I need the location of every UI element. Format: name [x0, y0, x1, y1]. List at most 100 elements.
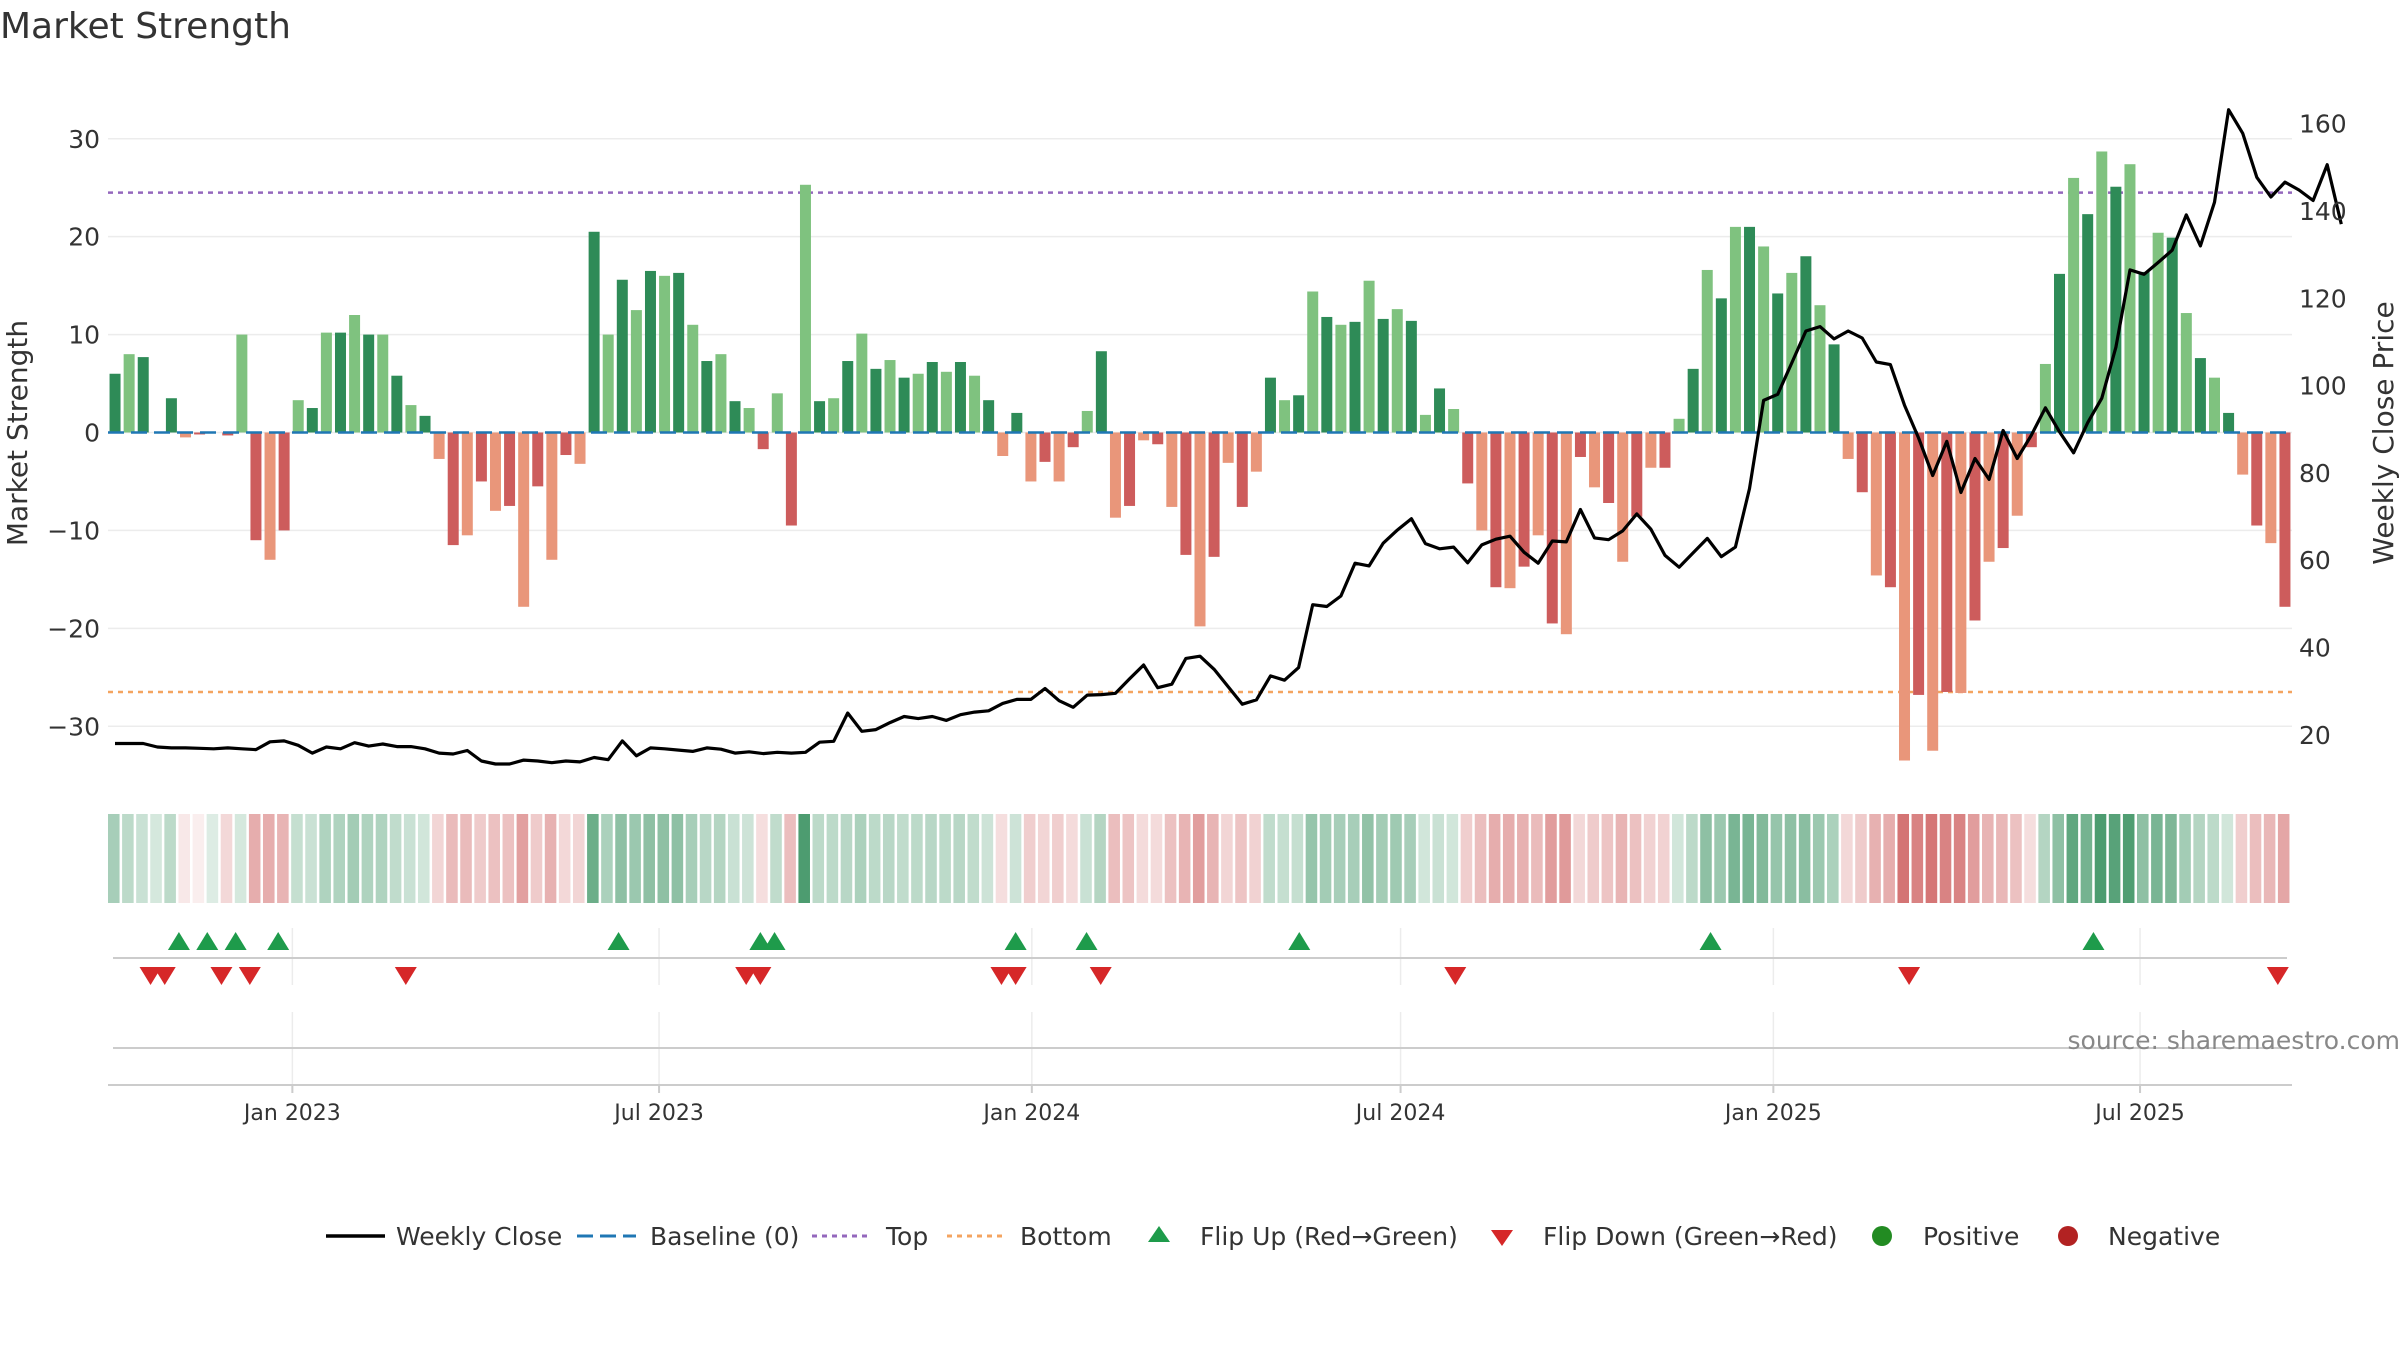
heat-cell	[150, 814, 162, 903]
strength-bar	[137, 357, 149, 433]
heat-cell	[2235, 814, 2248, 903]
strength-bar	[1109, 432, 1121, 518]
strength-bar	[954, 362, 966, 433]
heat-cell	[1517, 814, 1529, 903]
heat-cell	[516, 814, 529, 903]
strength-bar	[842, 361, 854, 433]
heat-cell	[333, 814, 345, 903]
heat-cell	[2080, 814, 2093, 903]
heat-cell	[291, 814, 303, 903]
strength-bar	[2082, 214, 2094, 433]
legend-flip-down-marker	[1491, 1230, 1513, 1246]
strength-bar	[1673, 418, 1685, 433]
heat-cell	[868, 814, 881, 903]
strength-bar	[1335, 324, 1347, 433]
strength-bar	[983, 400, 995, 433]
strength-bar	[884, 360, 896, 433]
strength-bar	[2265, 432, 2277, 544]
heat-cell	[432, 814, 444, 903]
y-tick-label: 30	[68, 125, 100, 154]
heat-cell	[403, 814, 416, 903]
strength-bar	[1969, 432, 1981, 621]
heat-cell	[1460, 814, 1473, 903]
heat-cell	[1953, 814, 1966, 903]
heat-cell	[1812, 814, 1825, 903]
strength-bar	[1011, 412, 1023, 433]
strength-bar	[1349, 321, 1361, 433]
heat-cell	[1474, 814, 1487, 903]
heat-cell	[1404, 814, 1416, 903]
strength-bar	[1236, 432, 1248, 507]
strength-bar	[602, 334, 614, 433]
heat-cell	[1911, 814, 1924, 903]
heat-cell	[1376, 814, 1388, 903]
heat-cell	[277, 814, 289, 903]
strength-bar	[419, 415, 431, 433]
heat-cell	[1418, 814, 1430, 903]
heat-cell	[2010, 814, 2022, 903]
strength-bar	[2223, 412, 2235, 433]
heat-cell	[587, 814, 599, 903]
strength-bar	[1363, 280, 1375, 433]
strength-bar	[969, 375, 981, 433]
heat-cell	[2179, 814, 2191, 903]
strength-bar	[1941, 432, 1953, 692]
flip-down-marker	[139, 967, 162, 985]
flip-down-marker	[153, 967, 176, 985]
strength-bar	[1504, 432, 1516, 589]
strength-bar	[1659, 432, 1671, 468]
heat-cell	[1136, 814, 1149, 903]
strength-bar	[1856, 432, 1868, 493]
heat-cell	[1657, 814, 1670, 903]
strength-bar	[1025, 432, 1037, 482]
flip-up-marker	[749, 932, 772, 950]
heat-cell	[685, 814, 698, 903]
strength-heat-strip	[108, 814, 2290, 903]
flip-markers-panel	[113, 928, 2289, 985]
heat-cell	[1587, 814, 1600, 903]
heat-cell	[1362, 814, 1374, 903]
y-tick-label: 20	[68, 223, 100, 252]
heat-cell	[2024, 814, 2036, 903]
strength-bar	[2124, 164, 2136, 433]
strength-bar	[1884, 432, 1896, 588]
y2-tick-label: 80	[2299, 459, 2331, 488]
heat-cell	[1728, 814, 1740, 903]
heat-cell	[1982, 814, 1994, 903]
strength-bar	[2039, 363, 2051, 433]
strength-bar	[997, 432, 1009, 456]
heat-cell	[601, 814, 613, 903]
heat-cell	[1446, 814, 1459, 903]
heat-cell	[319, 814, 331, 903]
heat-cell	[2094, 814, 2107, 903]
heat-cell	[1714, 814, 1726, 903]
strength-bar	[2279, 432, 2291, 607]
strength-bar	[1095, 351, 1107, 433]
heat-cell	[981, 814, 994, 903]
strength-bar	[1180, 432, 1192, 555]
heat-cell	[1841, 814, 1853, 903]
y-axis-label: Market Strength	[1, 320, 34, 546]
heat-cell	[713, 814, 726, 903]
x-tick-label: Jul 2025	[2093, 1101, 2185, 1126]
y2-tick-label: 40	[2299, 633, 2331, 662]
heat-cell	[1686, 814, 1698, 903]
strength-bar	[1462, 432, 1474, 484]
strength-bar	[785, 432, 797, 526]
y2-tick-label: 100	[2299, 372, 2347, 401]
strength-bar	[222, 432, 234, 436]
heat-cell	[1249, 814, 1261, 903]
heat-cell	[671, 814, 684, 903]
strength-bar	[814, 401, 826, 433]
strength-bar	[1264, 377, 1276, 433]
heat-cell	[2151, 814, 2163, 903]
heat-cell	[2066, 814, 2079, 903]
heat-cell	[812, 814, 825, 903]
flip-up-marker	[224, 932, 247, 950]
heat-cell	[1263, 814, 1275, 903]
heat-cell	[2221, 814, 2234, 903]
heat-cell	[192, 814, 205, 903]
heat-cell	[234, 814, 247, 903]
heat-cell	[460, 814, 472, 903]
strength-bar	[1574, 432, 1586, 457]
